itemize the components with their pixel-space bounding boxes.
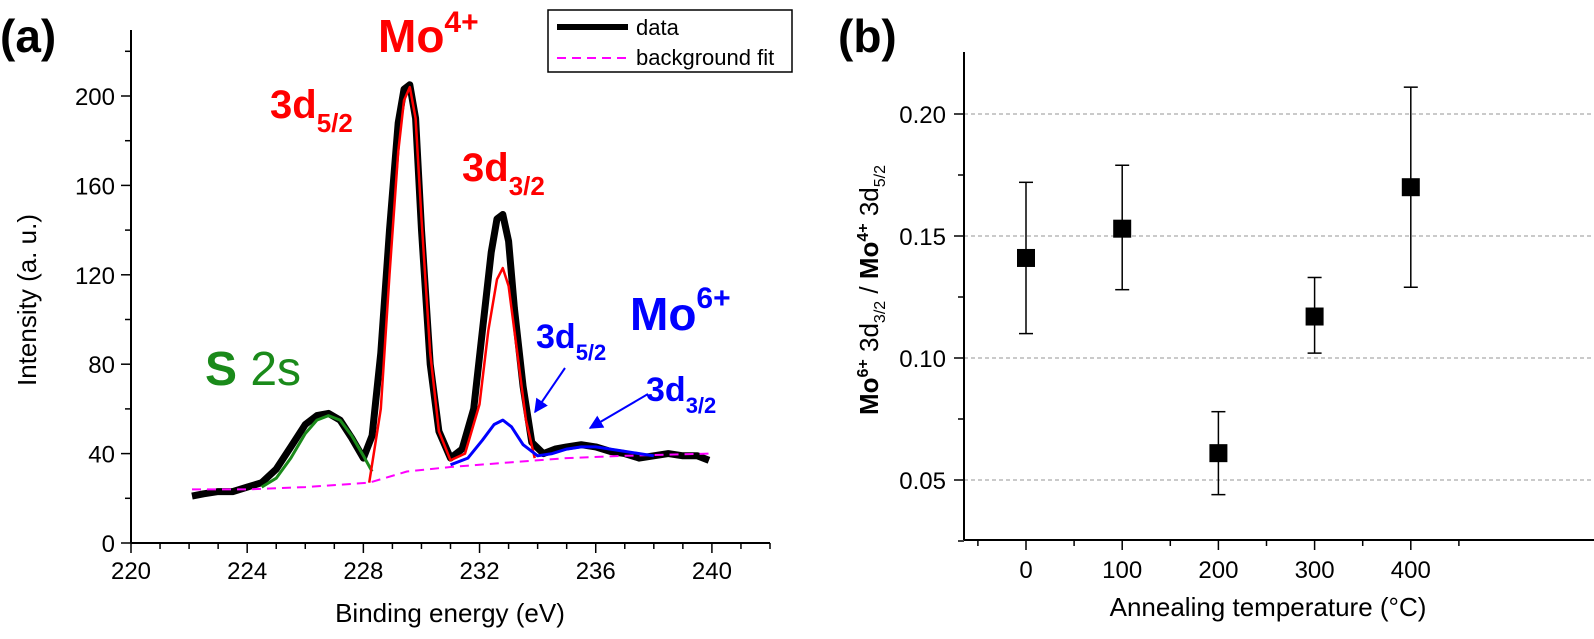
x-tick-label: 240	[692, 558, 732, 585]
x-tick-label: 228	[343, 558, 383, 585]
y-tick-label: 0.05	[899, 468, 946, 495]
series-background-line	[192, 452, 710, 491]
x-tick-label: 400	[1391, 557, 1431, 584]
x-tick-label: 100	[1102, 557, 1142, 584]
panel-a-label: (a)	[0, 10, 56, 62]
panel-b-y-ticks: 0.05 0.10 0.15 0.20	[899, 102, 964, 542]
data-point	[1113, 219, 1132, 238]
arrow-mo6-3d32	[588, 393, 649, 429]
annotation-mo6-3d52: 3d5/2	[536, 318, 606, 365]
annotation-s2s: S 2s	[205, 343, 301, 396]
x-tick-label: 0	[1019, 557, 1032, 584]
x-tick-label: 300	[1295, 557, 1335, 584]
annotation-mo4-3d32: 3d3/2	[462, 146, 545, 201]
panel-a-x-ticks: 220 224 228 232 236 240	[111, 543, 771, 585]
x-tick-label: 224	[227, 558, 267, 585]
arrow-mo6-3d52	[534, 367, 566, 414]
fit-mo6-line	[449, 418, 655, 467]
panel-b-y-axis-title: Mo6+ 3d3/2 / Mo4+ 3d5/2	[854, 165, 889, 415]
annotation-mo6-3d32: 3d3/2	[646, 371, 716, 418]
panel-b-grid	[964, 113, 1594, 481]
data-point	[1305, 307, 1324, 326]
y-tick-label: 0.10	[899, 346, 946, 373]
panel-a-y-ticks: 0 40 80 120 160 200	[75, 50, 131, 558]
panel-a-spectrum: (a) 220 224 228 232 236 240 0 40 80 120 160 200 Bi…	[0, 6, 793, 628]
annotation-mo4-3d52: 3d5/2	[270, 83, 353, 138]
y-tick-label: 80	[88, 352, 115, 379]
legend-label-data: data	[636, 15, 680, 40]
data-point	[1017, 248, 1035, 267]
panel-a-legend: data background fit	[547, 9, 793, 73]
fit-mo4-line	[367, 85, 536, 483]
data-point	[1401, 178, 1420, 197]
y-tick-label: 0.15	[899, 224, 946, 251]
y-tick-label: 0	[102, 531, 115, 558]
panel-a-y-axis-title: Intensity (a. u.)	[12, 214, 42, 386]
panel-b-x-ticks: 0 100 200 300 400	[977, 540, 1460, 584]
x-tick-label: 236	[576, 558, 616, 585]
y-tick-label: 160	[75, 173, 115, 200]
y-tick-label: 200	[75, 84, 115, 111]
x-tick-label: 232	[460, 558, 500, 585]
panel-a-plot-area	[191, 81, 711, 500]
y-tick-label: 40	[88, 442, 115, 469]
legend-box	[547, 9, 793, 73]
annotation-mo4: Mo4+	[378, 6, 479, 62]
legend-label-background: background fit	[636, 45, 774, 70]
panel-a-x-axis-title: Binding energy (eV)	[335, 598, 565, 628]
fit-s2s-line	[260, 414, 374, 489]
x-tick-label: 220	[111, 558, 151, 585]
panel-b-x-axis-title: Annealing temperature (°C)	[1110, 592, 1427, 622]
annotation-mo6: Mo6+	[630, 282, 731, 340]
y-tick-label: 120	[75, 263, 115, 290]
data-point	[1209, 444, 1228, 463]
panel-b-plot-area	[1017, 86, 1420, 496]
panel-b-label: (b)	[838, 10, 897, 62]
x-tick-label: 200	[1198, 557, 1238, 584]
panel-b-ratio: (b) 0 100 200 300 400 0.05 0.10 0.15 0.20 Annea…	[838, 10, 1594, 622]
y-tick-label: 0.20	[899, 102, 946, 129]
